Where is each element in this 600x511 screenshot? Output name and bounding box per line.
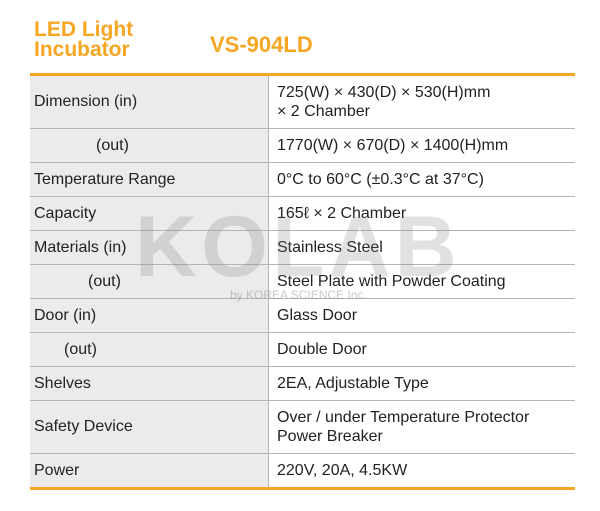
- spec-value: 725(W) × 430(D) × 530(H)mm × 2 Chamber: [268, 74, 575, 129]
- spec-row-dimension-in: Dimension (in) 725(W) × 430(D) × 530(H)m…: [30, 74, 575, 129]
- spec-label: Shelves: [30, 366, 269, 401]
- spec-value: Stainless Steel: [268, 230, 575, 265]
- spec-value: 220V, 20A, 4.5KW: [277, 462, 408, 479]
- spec-row-door-in: Door (in) Glass Door: [30, 298, 575, 333]
- spec-label: Capacity: [30, 196, 269, 231]
- spec-value: 0°C to 60°C (±0.3°C at 37°C): [268, 162, 575, 197]
- spec-table: Dimension (in) 725(W) × 430(D) × 530(H)m…: [30, 73, 575, 490]
- spec-value: 165ℓ × 2 Chamber: [268, 196, 575, 231]
- spec-header: LED Light Incubator VS-904LD: [30, 18, 575, 73]
- spec-value: Glass Door: [268, 298, 575, 333]
- spec-label: Door (in): [30, 298, 269, 333]
- spec-value: Steel Plate with Powder Coating: [268, 264, 575, 299]
- spec-row-temperature: Temperature Range 0°C to 60°C (±0.3°C at…: [30, 162, 575, 197]
- spec-label: (out): [30, 264, 269, 299]
- spec-value: Double Door: [268, 332, 575, 367]
- spec-label: (out): [30, 332, 269, 367]
- spec-row-safety-device: Safety Device Over / under Temperature P…: [30, 400, 575, 454]
- spec-value: Over / under Temperature Protector Power…: [268, 400, 575, 454]
- spec-label: Materials (in): [30, 230, 269, 265]
- spec-value: 1770(W) × 670(D) × 1400(H)mm: [268, 128, 575, 163]
- spec-label: Safety Device: [30, 400, 269, 454]
- spec-row-capacity: Capacity 165ℓ × 2 Chamber: [30, 196, 575, 231]
- spec-row-materials-in: Materials (in) Stainless Steel: [30, 230, 575, 265]
- spec-label: Power: [30, 453, 269, 489]
- model-name: VS-904LD: [210, 32, 313, 57]
- spec-label: Dimension (in): [30, 74, 269, 129]
- spec-row-materials-out: (out) Steel Plate with Powder Coating: [30, 264, 575, 299]
- spec-label: Temperature Range: [30, 162, 269, 197]
- spec-row-power: Power 220V, 20A, 4.5KW: [30, 453, 575, 489]
- spec-row-shelves: Shelves 2EA, Adjustable Type: [30, 366, 575, 401]
- spec-value: 2EA, Adjustable Type: [268, 366, 575, 401]
- spec-row-dimension-out: (out) 1770(W) × 670(D) × 1400(H)mm: [30, 128, 575, 163]
- product-title: LED Light Incubator: [34, 18, 134, 61]
- spec-row-door-out: (out) Double Door: [30, 332, 575, 367]
- spec-label: (out): [30, 128, 269, 163]
